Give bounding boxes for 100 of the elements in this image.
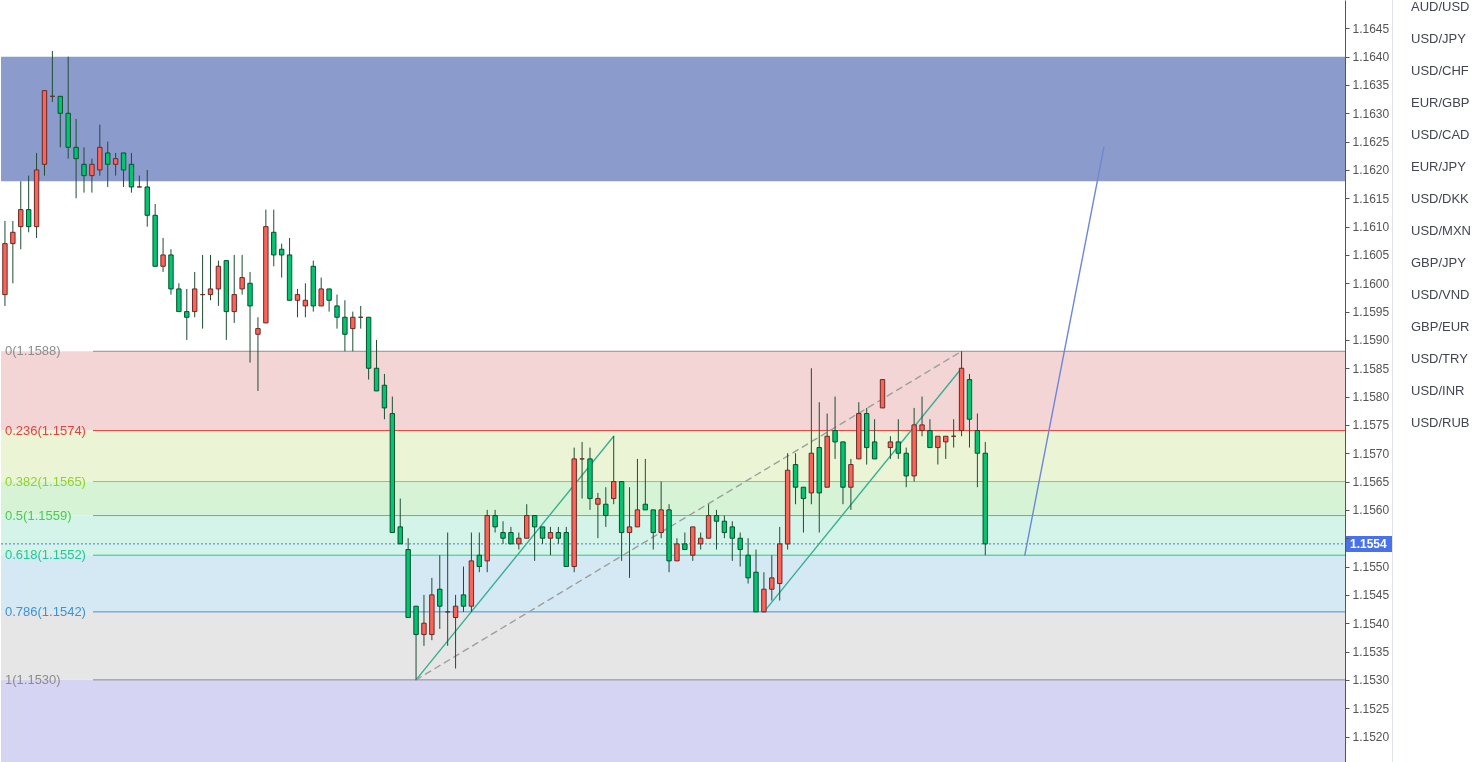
candlestick (397, 498, 403, 545)
y-tick-label: 1.1545 (1352, 588, 1390, 603)
candlestick (476, 532, 483, 573)
ref-line-label: 0(1.1588) (5, 343, 61, 359)
candlestick (547, 526, 554, 556)
candlestick (25, 175, 32, 233)
y-tick-label: 1.1540 (1352, 616, 1390, 631)
candlestick (895, 418, 902, 460)
y-tick-label: 1.1610 (1352, 220, 1390, 235)
candlestick (452, 594, 459, 670)
y-tick-label: 1.1550 (1352, 560, 1390, 575)
text: EUR/GBP (1411, 95, 1471, 112)
candlestick (531, 515, 538, 562)
candlestick (887, 435, 894, 460)
ref-line-label: 1(1.1530) (5, 671, 61, 687)
y-tick-label: 1.1530 (1352, 673, 1390, 688)
candlestick (318, 277, 324, 307)
candlestick (421, 594, 427, 647)
candlestick (89, 158, 95, 194)
candlestick (112, 152, 119, 177)
candlestick (57, 95, 63, 148)
candlestick (120, 152, 127, 188)
y-tick-label: 1.1620 (1352, 163, 1390, 178)
candlestick (437, 554, 443, 630)
candlestick (492, 509, 498, 534)
candlestick (721, 515, 728, 539)
candlestick (761, 571, 767, 613)
y-tick-label: 1.1635 (1352, 78, 1390, 93)
candlestick (634, 458, 641, 528)
ref-line-label: 0.5(1.1559) (5, 507, 72, 523)
y-tick-label: 1.1575 (1352, 418, 1390, 433)
text: EUR/JPY (1411, 159, 1467, 176)
candlestick (191, 271, 198, 318)
y-tick-label: 1.1595 (1352, 305, 1390, 320)
ref-line-label: 0.236(1.1574) (5, 422, 86, 438)
y-tick-label: 1.1630 (1352, 106, 1390, 121)
candlestick (105, 141, 111, 188)
candlestick (239, 254, 245, 296)
candlestick (943, 435, 949, 460)
text: USD/JPY (1411, 31, 1467, 48)
candlestick (832, 396, 838, 460)
y-tick-label: 1.1580 (1352, 390, 1390, 405)
candlestick (350, 311, 356, 352)
candlestick (611, 435, 617, 505)
candlestick (176, 282, 182, 313)
candlestick (650, 509, 656, 551)
candlestick (500, 520, 506, 545)
candlestick (215, 260, 222, 307)
y-tick-label: 1.1535 (1352, 645, 1390, 660)
candlestick (935, 435, 941, 466)
ref-line-label: 0.618(1.1552) (5, 547, 86, 563)
text: AUD/USD (1411, 0, 1471, 16)
candlestick (342, 299, 348, 352)
candlestick (231, 254, 237, 324)
candlestick (128, 152, 135, 194)
candlestick (769, 554, 775, 602)
candlestick (247, 271, 253, 364)
candlestick (871, 418, 878, 460)
candlestick (302, 282, 309, 318)
candlestick (81, 146, 87, 194)
candlestick (682, 532, 688, 551)
text: USD/MXN (1411, 223, 1472, 240)
candlestick (705, 503, 712, 539)
candlestick (184, 288, 190, 341)
candlestick (626, 486, 633, 579)
candlestick (207, 254, 214, 301)
candlestick (326, 288, 332, 313)
text: GBP/EUR (1411, 319, 1471, 336)
text: USD/TRY (1411, 351, 1469, 368)
candlestick (160, 237, 166, 273)
candlestick (848, 458, 854, 511)
candlestick (97, 124, 103, 177)
candlestick (974, 413, 981, 488)
candlestick (334, 294, 340, 330)
text: USD/INR (1411, 383, 1466, 400)
ref-line-label: 0.382(1.1565) (5, 473, 86, 489)
candlestick (278, 243, 285, 279)
candlestick (800, 486, 807, 534)
candlestick (642, 458, 649, 511)
ref-line-label: 1.1554 (1350, 536, 1388, 551)
candlestick (658, 481, 664, 539)
y-tick-label: 1.1560 (1352, 503, 1390, 518)
candlestick (136, 175, 143, 188)
y-tick-label: 1.1585 (1352, 361, 1390, 376)
y-tick-label: 1.1565 (1352, 475, 1390, 490)
candlestick (792, 452, 799, 505)
candlestick (294, 288, 301, 318)
candlestick (927, 418, 933, 449)
candlestick (10, 220, 16, 284)
y-tick-label: 1.1520 (1352, 730, 1390, 745)
candlestick (713, 509, 720, 551)
candlestick (603, 486, 609, 528)
candlestick (729, 520, 735, 562)
y-tick-label: 1.1600 (1352, 276, 1390, 291)
y-tick-label: 1.1590 (1352, 333, 1390, 348)
y-tick-label: 1.1570 (1352, 446, 1390, 461)
text: USD/CAD (1411, 127, 1471, 144)
candlestick (271, 209, 277, 267)
candlestick (373, 339, 380, 392)
y-tick-label: 1.1640 (1352, 50, 1390, 65)
